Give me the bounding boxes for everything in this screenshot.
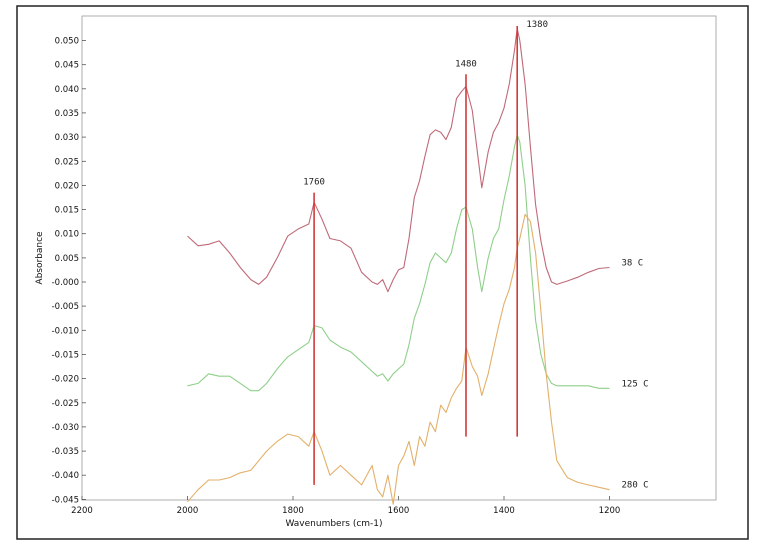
y-tick-label: 0.025 [55, 157, 79, 167]
series-line-2 [187, 134, 610, 392]
y-tick-label: 0.030 [55, 133, 79, 143]
x-tick-label: 2200 [71, 506, 93, 516]
y-tick-label: 0.040 [55, 85, 79, 95]
y-tick-label: -0.000 [52, 278, 79, 288]
x-tick-label: 1800 [282, 506, 304, 516]
y-tick-label: -0.010 [52, 326, 79, 336]
x-tick-label: 1200 [599, 506, 621, 516]
y-tick-label: 0.010 [55, 230, 79, 240]
axes: 0.050 0.045 0.040 0.035 0.030 0.025 0.020 0.015… [52, 37, 621, 517]
y-tick-label: 0.005 [55, 254, 79, 264]
peak-markers: 1760 1480 1380 [303, 20, 548, 485]
y-tick-label: 0.045 [55, 61, 79, 71]
x-axis-title: Wavenumbers (cm-1) [285, 519, 382, 529]
series-line-1 [187, 27, 610, 293]
y-tick-label: -0.035 [52, 447, 79, 457]
series-label-2: 125 C [622, 379, 649, 389]
y-tick-label: -0.045 [52, 495, 79, 505]
y-tick-label: 0.035 [55, 109, 79, 119]
peak-label-1380: 1380 [526, 20, 548, 30]
series-line-3 [187, 213, 610, 505]
y-tick-label: 0.020 [55, 181, 79, 191]
x-tick-label: 2000 [177, 506, 199, 516]
x-tick-label: 1400 [493, 506, 515, 516]
y-tick-label: -0.005 [52, 302, 79, 312]
y-tick-label: 0.050 [55, 37, 79, 47]
y-tick-label: 0.015 [55, 206, 79, 216]
peak-label-1480: 1480 [455, 59, 477, 69]
y-tick-label: -0.015 [52, 350, 79, 360]
series-label-3: 280 C [622, 481, 649, 491]
series-label-1: 38 C [622, 259, 644, 269]
y-tick-label: -0.030 [52, 423, 79, 433]
x-tick-label: 1600 [388, 506, 410, 516]
y-axis-title: Absorbance [35, 231, 45, 285]
y-tick-label: -0.020 [52, 375, 79, 385]
series-layer: 38 C 125 C 280 C [187, 27, 649, 505]
y-tick-label: -0.040 [52, 471, 79, 481]
plot-area [81, 15, 717, 501]
y-tick-label: -0.025 [52, 399, 79, 409]
peak-label-1760: 1760 [303, 178, 325, 188]
